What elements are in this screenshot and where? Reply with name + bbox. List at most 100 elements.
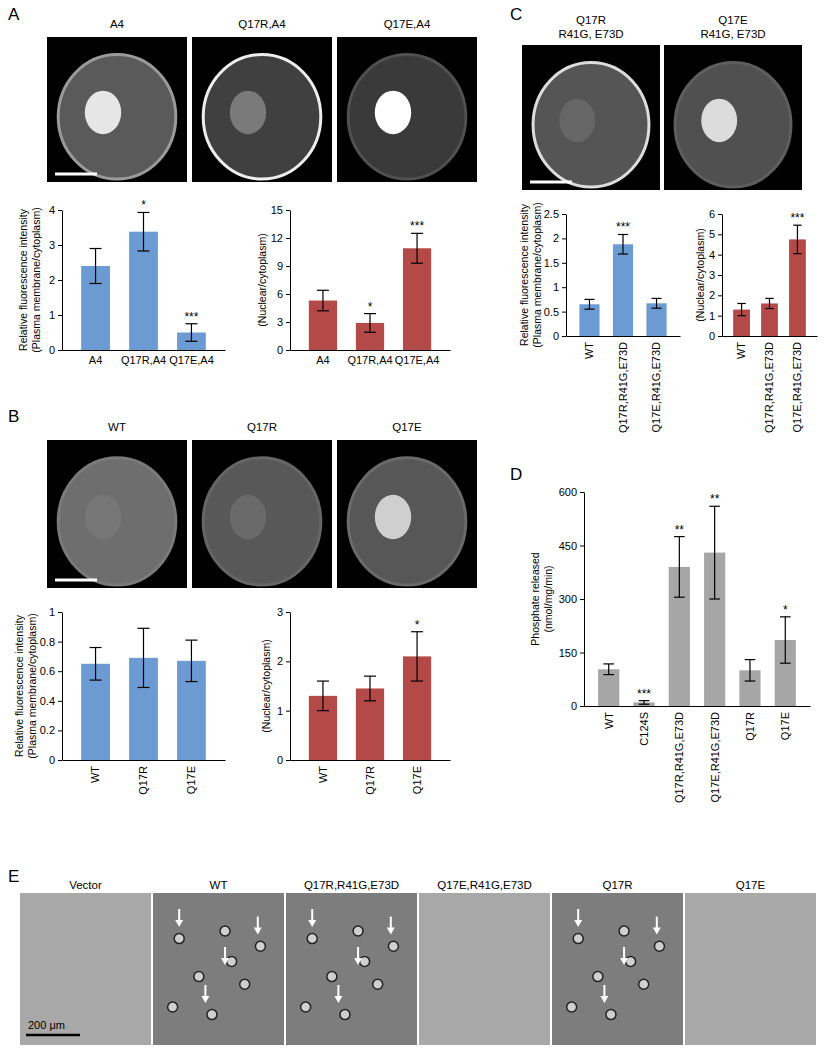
error-bar-cap [411, 263, 423, 264]
significance-label: *** [410, 219, 424, 233]
x-axis-line [63, 350, 226, 351]
x-tick: C124S [638, 706, 650, 746]
y-tick-label: 12 [271, 232, 283, 244]
y-tick-label: 0 [571, 700, 577, 712]
arrow-head [175, 920, 183, 927]
plot-area [598, 506, 796, 706]
y-axis: 01234 [49, 204, 63, 356]
significance-label: ** [710, 492, 720, 506]
error-bar-cap [317, 710, 329, 711]
y-tick: 0.6 [40, 665, 62, 677]
error-bar-stem [785, 617, 786, 663]
error-bar-cap [709, 598, 720, 599]
cell [58, 54, 176, 179]
y-tick: 12 [271, 232, 290, 244]
colony [340, 1010, 350, 1020]
error-bar-stem [416, 632, 417, 681]
x-tick-label: WT [735, 342, 747, 359]
error-bar-cap [793, 253, 801, 254]
y-tick: 5 [709, 228, 722, 240]
significance-label: *** [616, 220, 630, 234]
y-tick: 0 [277, 754, 290, 766]
brightfield-content [685, 893, 816, 1045]
y-tick-mark [562, 238, 566, 239]
y-axis-title: (Plasma membrane/cytoplasm) [30, 207, 42, 352]
error-bar-cap [584, 299, 594, 300]
brightfield-content [286, 893, 417, 1045]
y-tick-mark [718, 316, 722, 317]
y-tick-label: 150 [559, 647, 577, 659]
y-tick-label: 1 [49, 309, 55, 321]
x-tick-label: Q17E,R41G,E73D [709, 712, 721, 803]
significance-label: *** [790, 211, 804, 225]
x-axis-line [585, 706, 811, 707]
cell [533, 62, 649, 187]
y-tick-mark [718, 214, 722, 215]
error-bar-cap [138, 687, 150, 688]
error-bar [674, 537, 685, 598]
x-tick-label: Q17R,R41G,E73D [673, 712, 685, 803]
y-axis-title: (Plasma membrane/cytoplasm) [531, 202, 543, 347]
error-bar-cap [603, 663, 614, 664]
bar [646, 303, 666, 336]
x-tick-label: Q17R [364, 766, 376, 795]
y-axis: 0123 [277, 606, 291, 766]
x-tick-label: Q17E,R41G,E73D [650, 342, 662, 433]
image-label: R41G, E73D [558, 28, 623, 40]
y-tick-label: 2 [49, 274, 55, 286]
x-tick: Q17R,R41G,E73D [763, 336, 775, 433]
y-tick: 3 [277, 606, 290, 618]
significance-label: * [368, 300, 373, 314]
micrograph-content [47, 440, 187, 588]
colony [388, 941, 398, 951]
y-tick-mark [562, 287, 566, 288]
error-bar-stem [95, 648, 96, 681]
x-tick: Q17E,A4 [169, 350, 214, 366]
y-tick-label: 0.2 [40, 724, 55, 736]
y-tick-mark [562, 336, 566, 337]
error-bar-cap [185, 681, 197, 682]
y-tick: 1 [49, 309, 62, 321]
x-tick: Q17E [779, 706, 791, 740]
y-tick-label: 450 [559, 540, 577, 552]
x-axis: WTQ17RQ17E [291, 760, 451, 795]
error-bar-cap [317, 290, 329, 291]
panel-letter: A [8, 5, 20, 24]
x-tick-label: Q17E [779, 712, 791, 740]
colony [654, 941, 664, 951]
x-axis-line [291, 760, 451, 761]
error-bar-cap [138, 628, 150, 629]
y-tick-mark [286, 210, 290, 211]
x-tick: Q17E [411, 760, 423, 794]
cell [675, 62, 791, 187]
error-bar-stem [322, 290, 323, 311]
bar [761, 303, 778, 336]
y-tick-label: 0.6 [40, 665, 55, 677]
micrograph [47, 37, 187, 182]
x-tick-label: Q17E [185, 766, 197, 794]
error-bar [745, 660, 756, 681]
y-tick-mark [718, 255, 722, 256]
image-label: Q17E [392, 421, 422, 433]
error-bar-stem [143, 628, 144, 687]
y-axis-title: Relative fluorescence intensity [17, 208, 29, 351]
error-bar-stem [714, 506, 715, 599]
error-bar [138, 212, 150, 251]
arrow-head [354, 958, 362, 965]
image-background [685, 893, 816, 1045]
cell [348, 54, 466, 179]
image-label: Q17R [576, 14, 606, 26]
error-bar [411, 233, 423, 263]
arrow-head [574, 920, 582, 927]
x-axis: WTQ17RQ17E [63, 760, 226, 795]
error-bar [765, 298, 773, 308]
y-tick: 0.5 [544, 306, 566, 318]
y-tick-label: 3 [277, 606, 283, 618]
arrow-head [201, 996, 209, 1003]
y-tick-mark [58, 730, 62, 731]
colony [619, 926, 629, 936]
error-bar-cap [765, 308, 773, 309]
y-axis: 03691215 [271, 204, 291, 356]
x-tick-label: WT [583, 342, 595, 359]
y-tick-label: 4 [49, 204, 55, 216]
